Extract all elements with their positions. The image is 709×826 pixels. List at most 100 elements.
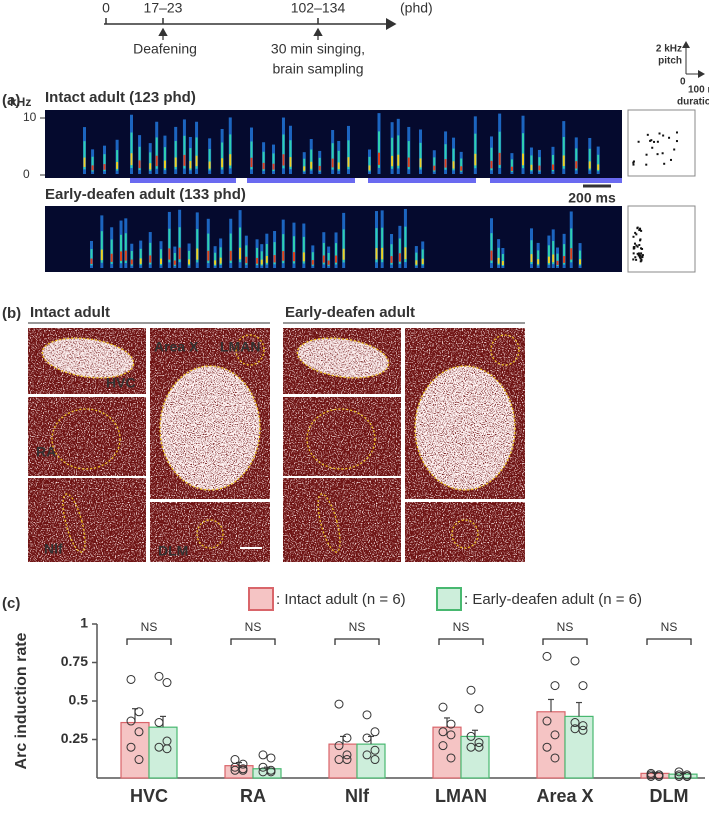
song-bar bbox=[368, 178, 476, 183]
spectrogram-stroke bbox=[229, 134, 232, 169]
spectrogram-stroke bbox=[260, 259, 263, 265]
spectrogram-stroke bbox=[189, 161, 192, 169]
spectrogram-stroke bbox=[575, 148, 578, 171]
spectrogram-stroke bbox=[262, 151, 265, 171]
inset-scale: 2 kHz bbox=[656, 44, 682, 55]
spectrogram-stroke bbox=[149, 242, 152, 265]
spectrogram-stroke bbox=[110, 239, 113, 264]
spectrogram-stroke bbox=[302, 252, 305, 262]
data-point bbox=[446, 730, 456, 740]
inset-scale: 100 ms bbox=[688, 85, 709, 96]
freq-tick: 10 bbox=[23, 110, 37, 124]
data-point bbox=[258, 750, 268, 760]
spectrogram-stroke bbox=[490, 250, 493, 261]
inset-dot bbox=[675, 140, 678, 143]
spectrogram-stroke bbox=[265, 243, 268, 265]
spectrogram-stroke bbox=[452, 161, 455, 169]
spectrogram-stroke bbox=[375, 248, 378, 260]
spectrogram-stroke bbox=[537, 259, 540, 265]
region-outline bbox=[451, 519, 479, 549]
spectrogram-stroke bbox=[490, 160, 493, 169]
spectrogram-stroke bbox=[116, 150, 119, 171]
spectrogram-stroke bbox=[391, 137, 394, 169]
spectrogram-stroke bbox=[310, 149, 313, 171]
data-point bbox=[134, 727, 144, 737]
x-tick-label: LMAN bbox=[435, 786, 487, 806]
region-outline bbox=[41, 337, 135, 379]
spectrogram-stroke bbox=[337, 162, 340, 170]
timeline-tick-label: 17–23 bbox=[144, 0, 183, 16]
spectrogram-stroke bbox=[327, 260, 330, 265]
spectrogram-stroke bbox=[597, 154, 600, 172]
spectrogram-stroke bbox=[498, 152, 501, 165]
spectrogram-stroke bbox=[381, 227, 384, 263]
spectrogram-stroke bbox=[415, 260, 418, 265]
region-outline bbox=[414, 365, 516, 491]
region-signal bbox=[415, 366, 515, 490]
histology-speckle bbox=[28, 478, 146, 562]
inset-dot bbox=[638, 256, 641, 259]
spectrogram-title: Intact adult (123 phd) bbox=[45, 89, 196, 106]
region-outline bbox=[306, 408, 376, 470]
song-bar bbox=[490, 178, 622, 183]
inset-dot bbox=[640, 252, 643, 255]
histology-speckle bbox=[150, 502, 270, 562]
spectrogram-stroke bbox=[138, 146, 141, 171]
spectrogram-stroke bbox=[174, 141, 177, 170]
spectrogram-stroke bbox=[381, 247, 384, 260]
spectrogram-stroke bbox=[282, 234, 285, 264]
spectrogram-stroke bbox=[83, 141, 86, 170]
data-point bbox=[266, 753, 276, 763]
spectrogram-stroke bbox=[551, 164, 554, 170]
spectrogram-stroke bbox=[124, 233, 127, 264]
legend-swatch bbox=[248, 587, 274, 611]
spectrogram-stroke bbox=[163, 160, 166, 169]
spectrogram-stroke bbox=[120, 234, 123, 264]
spectrogram-stroke bbox=[272, 153, 275, 172]
x-tick-label: DLM bbox=[650, 786, 689, 806]
spectrogram-stroke bbox=[331, 158, 334, 168]
group-title: Intact adult bbox=[30, 304, 110, 321]
region-label: Nlf bbox=[44, 541, 63, 557]
timeline-unit: (phd) bbox=[400, 0, 433, 16]
spectrogram-stroke bbox=[501, 253, 504, 266]
spectrogram-stroke bbox=[173, 252, 176, 266]
spectrogram-stroke bbox=[421, 258, 424, 265]
spectrogram-stroke bbox=[188, 250, 191, 266]
inset-dot bbox=[640, 247, 643, 250]
inset-dot bbox=[639, 238, 642, 241]
spectrogram-stroke bbox=[178, 247, 181, 260]
spectrogram-stroke bbox=[433, 165, 436, 171]
spectrogram-stroke bbox=[149, 255, 152, 263]
significance-label: NS bbox=[141, 620, 158, 634]
spectrogram-stroke bbox=[570, 228, 573, 263]
timeline-tick-label: 0 bbox=[102, 0, 110, 16]
data-point bbox=[550, 753, 560, 763]
region-outline bbox=[51, 408, 121, 470]
significance-bracket bbox=[646, 638, 692, 645]
spectrogram-stroke bbox=[318, 165, 321, 171]
region-label: HVC bbox=[106, 375, 136, 391]
spectrogram-title: Early-deafen adult (133 phd) bbox=[45, 186, 246, 203]
spectrogram-stroke bbox=[130, 153, 133, 166]
spectrogram-stroke bbox=[183, 135, 186, 169]
spectrogram-stroke bbox=[149, 152, 152, 171]
region-outline bbox=[159, 365, 261, 491]
data-point bbox=[334, 699, 344, 709]
timeline-tick-label: 102–134 bbox=[291, 0, 346, 16]
inset-dot bbox=[641, 254, 644, 257]
spectrogram-stroke bbox=[130, 251, 133, 266]
data-point bbox=[446, 719, 456, 729]
spectrogram-stroke bbox=[163, 147, 166, 171]
data-point bbox=[682, 771, 692, 781]
spectrogram-stroke bbox=[398, 238, 401, 264]
spectrogram-stroke bbox=[522, 133, 525, 169]
spectrogram-stroke bbox=[537, 250, 540, 266]
spectrogram-stroke bbox=[116, 162, 119, 169]
spectrogram-stroke bbox=[110, 253, 113, 262]
data-point bbox=[542, 716, 552, 726]
spectrogram-stroke bbox=[547, 256, 550, 264]
data-point bbox=[438, 727, 448, 737]
inset-dot bbox=[653, 140, 656, 143]
spectrogram-stroke bbox=[490, 147, 493, 171]
